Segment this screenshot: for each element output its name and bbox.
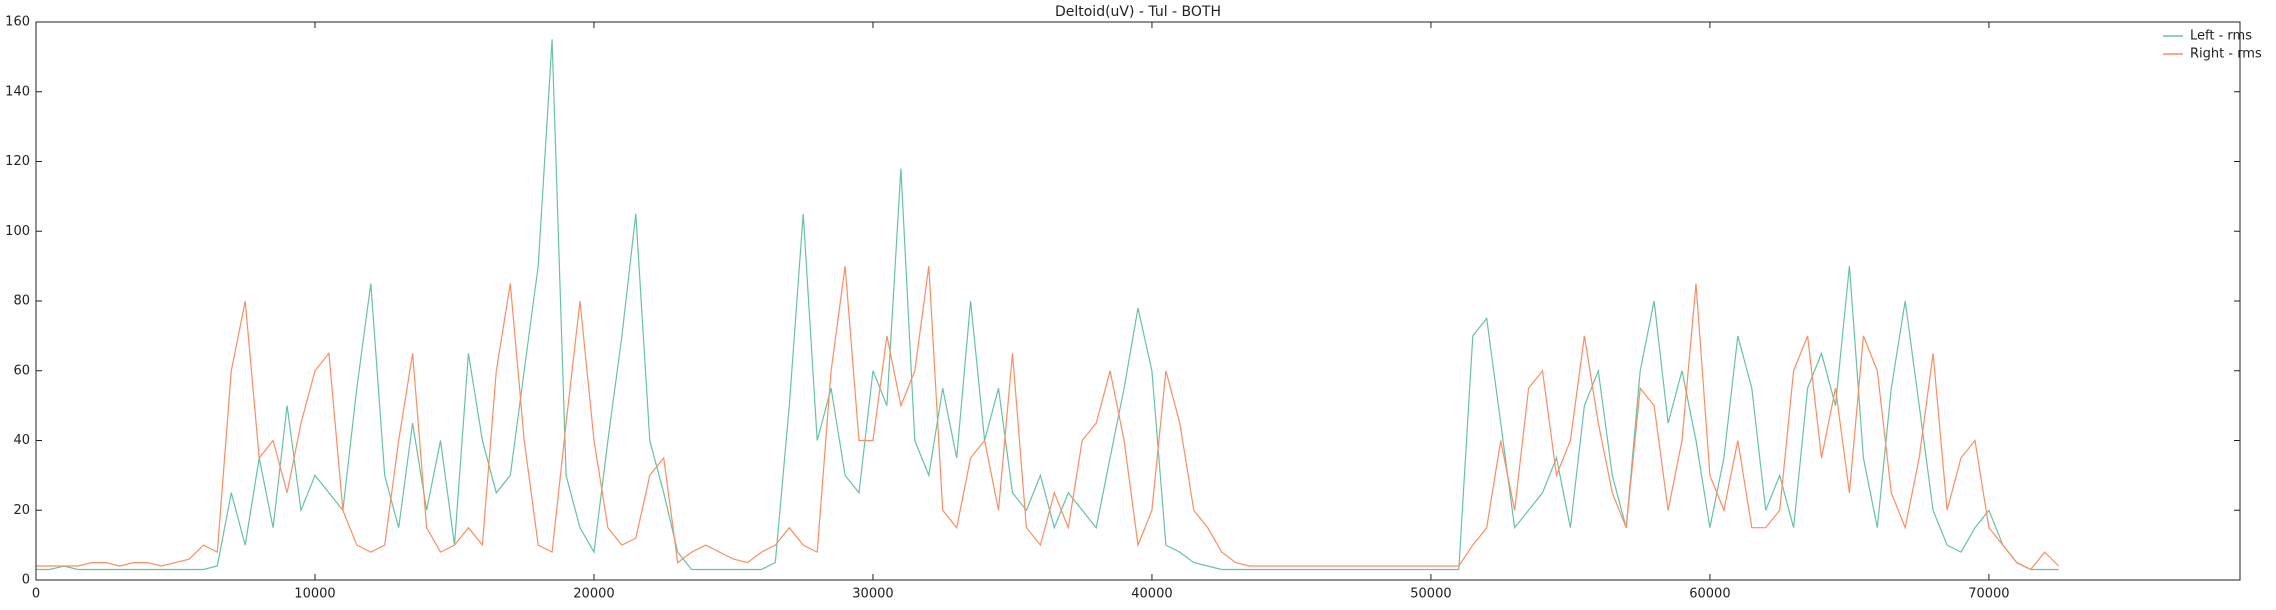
x-tick-label: 20000 — [573, 587, 614, 602]
x-tick-label: 10000 — [294, 587, 335, 602]
y-tick-label: 40 — [13, 433, 30, 448]
y-tick-label: 120 — [5, 154, 30, 169]
x-tick-label: 30000 — [852, 587, 893, 602]
legend-label: Left - rms — [2190, 29, 2252, 44]
y-tick-label: 140 — [5, 84, 30, 99]
y-tick-label: 100 — [5, 224, 30, 239]
x-tick-label: 0 — [32, 587, 40, 602]
legend-label: Right - rms — [2190, 47, 2262, 62]
x-tick-label: 50000 — [1410, 587, 1451, 602]
series-line — [36, 266, 2060, 571]
chart-title: Deltoid(uV) - Tul - BOTH — [1055, 4, 1221, 20]
x-tick-label: 60000 — [1689, 587, 1730, 602]
y-tick-label: 160 — [5, 15, 30, 30]
y-tick-label: 60 — [13, 363, 30, 378]
y-tick-label: 20 — [13, 503, 30, 518]
x-tick-label: 40000 — [1131, 587, 1172, 602]
series-line — [36, 39, 2059, 571]
x-tick-label: 70000 — [1968, 587, 2009, 602]
y-tick-label: 80 — [13, 294, 30, 309]
y-tick-label: 0 — [22, 573, 30, 588]
plot-frame — [35, 21, 2241, 581]
